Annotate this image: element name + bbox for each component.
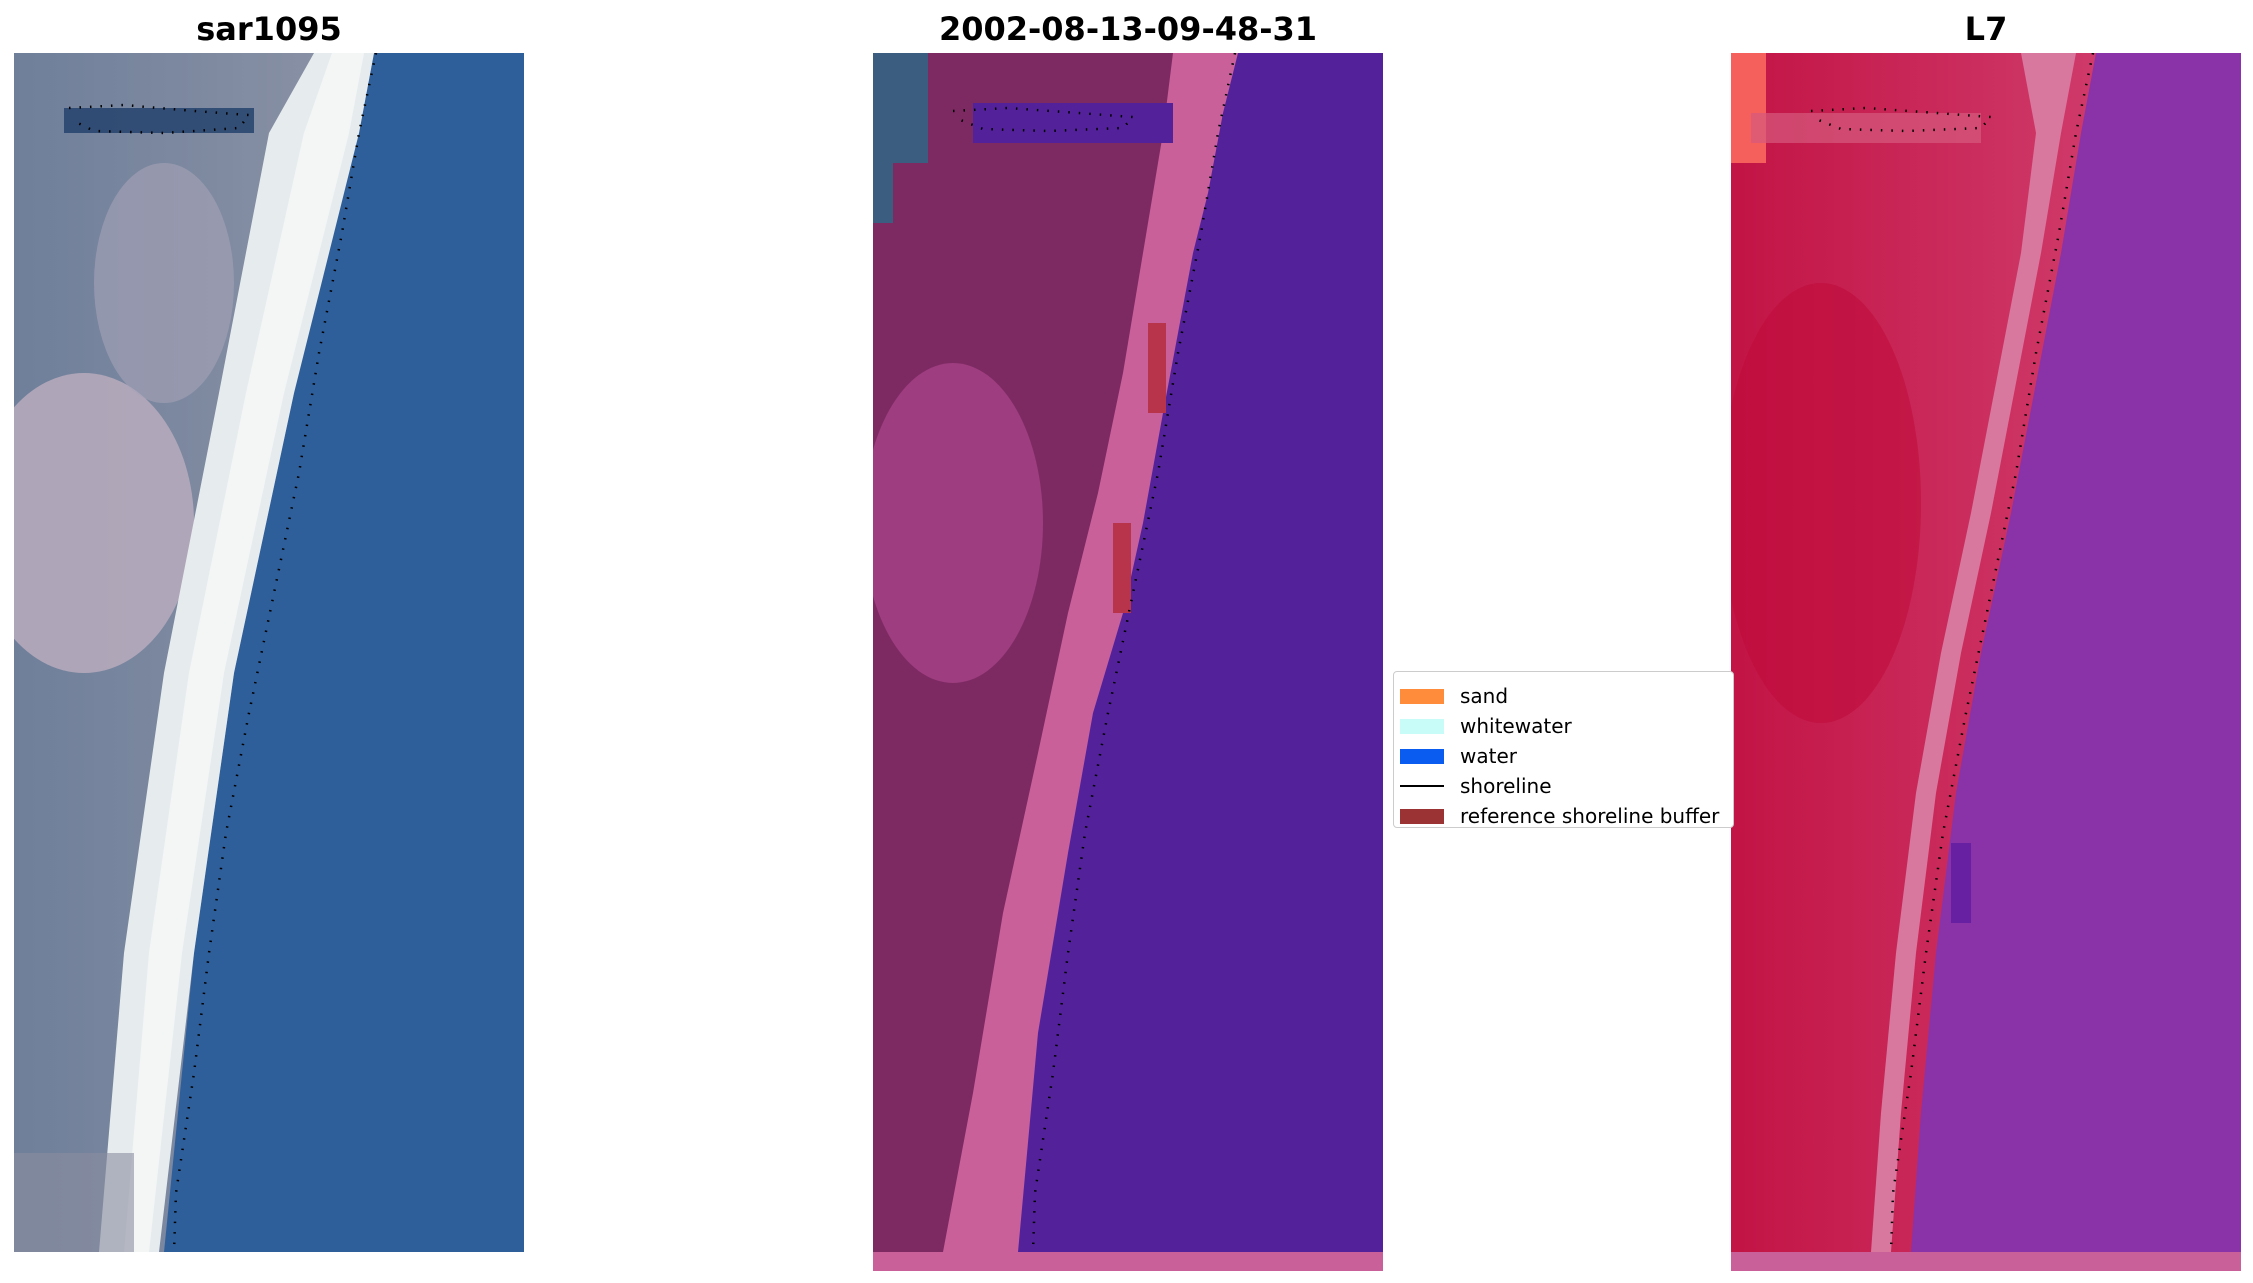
panel-title-rgb: sar1095: [196, 10, 342, 48]
water-swatch: [1400, 748, 1444, 764]
sand-swatch: [1400, 688, 1444, 704]
shoreline-line-swatch: [1400, 785, 1444, 787]
legend-item-sand: sand: [1400, 683, 1508, 709]
legend: sand whitewater water shoreline referenc…: [1393, 671, 1734, 828]
panel-title-classified: 2002-08-13-09-48-31: [938, 10, 1318, 48]
index-image: [1731, 53, 2241, 1271]
legend-label-whitewater: whitewater: [1460, 714, 1572, 738]
classified-image-panel: [873, 53, 1383, 1271]
legend-item-shoreline: shoreline: [1400, 773, 1552, 799]
legend-label-reference-buffer: reference shoreline buffer: [1460, 804, 1720, 828]
legend-item-whitewater: whitewater: [1400, 713, 1572, 739]
legend-item-water: water: [1400, 743, 1517, 769]
legend-label-sand: sand: [1460, 684, 1509, 708]
rgb-image: [14, 53, 524, 1252]
classified-image: [873, 53, 1383, 1271]
panel-title-index: L7: [1964, 10, 2008, 48]
legend-label-water: water: [1460, 744, 1517, 768]
legend-item-reference-buffer: reference shoreline buffer: [1400, 803, 1719, 829]
whitewater-swatch: [1400, 718, 1444, 734]
index-image-panel: [1731, 53, 2241, 1271]
legend-label-shoreline: shoreline: [1460, 774, 1552, 798]
reference-buffer-swatch: [1400, 808, 1444, 824]
rgb-image-panel: [14, 53, 524, 1252]
